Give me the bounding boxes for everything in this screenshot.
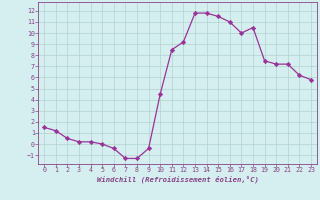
X-axis label: Windchill (Refroidissement éolien,°C): Windchill (Refroidissement éolien,°C) [97, 176, 259, 183]
